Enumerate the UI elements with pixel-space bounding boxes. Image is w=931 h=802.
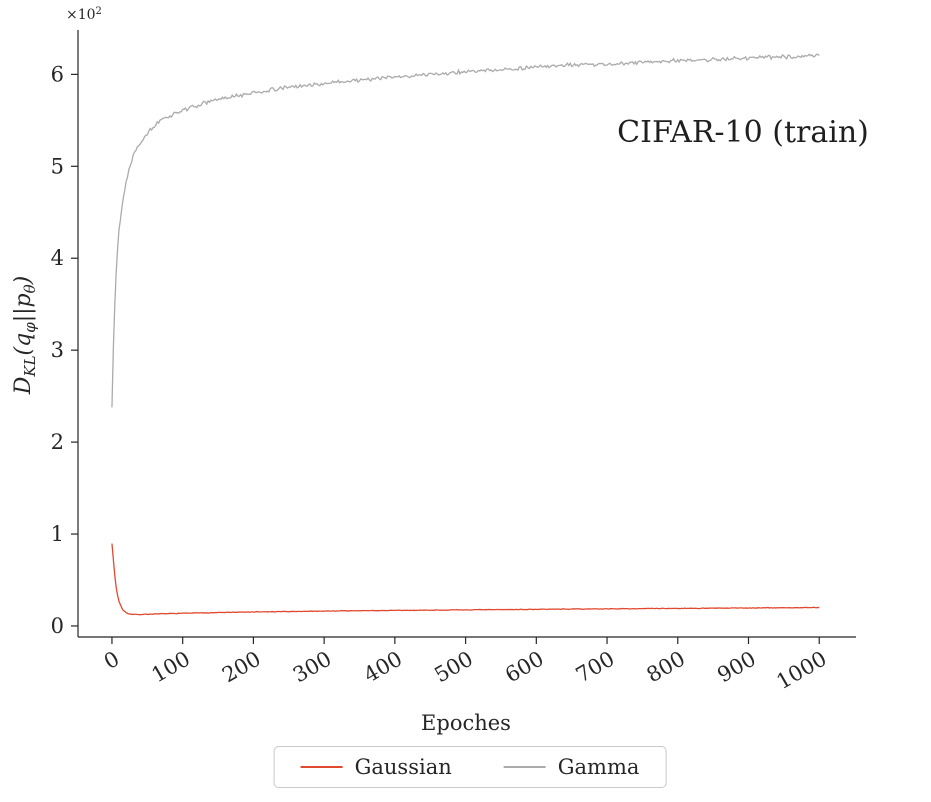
y-axis-offset-base: ×10 (66, 7, 96, 23)
x-tick-label: 100 (147, 647, 194, 688)
x-tick-label: 300 (289, 647, 336, 688)
legend-item-gamma: Gamma (503, 755, 640, 779)
ylabel-D: D (11, 376, 36, 395)
y-tick-label: 4 (51, 246, 64, 270)
x-tick-label: 400 (360, 647, 407, 688)
x-tick-label: 500 (430, 647, 477, 688)
y-tick-label: 1 (51, 522, 64, 546)
ylabel-bars-p: ||p (11, 293, 36, 322)
y-tick-label: 5 (51, 154, 64, 178)
legend-item-gaussian: Gaussian (300, 755, 452, 779)
y-tick-label: 2 (51, 430, 64, 454)
legend-label-gaussian: Gaussian (354, 755, 452, 779)
y-tick-label: 3 (51, 338, 64, 362)
legend-line-gaussian (300, 766, 343, 768)
series-layer (111, 53, 820, 616)
legend: Gaussian Gamma (273, 746, 667, 788)
x-tick-label: 1000 (772, 647, 830, 695)
x-axis-label: Epoches (421, 711, 511, 735)
ylabel-phi-subscript: φ (21, 322, 39, 333)
x-tick-label: 600 (501, 647, 548, 688)
legend-line-gamma (503, 766, 546, 768)
y-tick-label: 0 (51, 614, 64, 638)
ylabel-close-paren: ) (11, 276, 36, 286)
x-tick-label: 700 (572, 647, 619, 688)
ylabel-KL-subscript: KL (21, 355, 39, 377)
y-axis-label: DKL(qφ||pθ) (11, 276, 39, 396)
ylabel-theta-subscript: θ (21, 284, 39, 293)
x-tick-label: 200 (218, 647, 265, 688)
series-line-gamma (111, 53, 820, 408)
x-tick-label: 900 (713, 647, 760, 688)
legend-label-gamma: Gamma (557, 755, 640, 779)
series-line-gaussian (111, 543, 820, 616)
x-tick-label: 0 (100, 647, 124, 674)
y-axis-offset-exponent: 2 (96, 6, 102, 17)
y-tick-label: 6 (51, 62, 64, 86)
plot-title: CIFAR-10 (train) (617, 115, 869, 150)
y-axis-offset-text: ×102 (66, 6, 102, 23)
ylabel-open-q: (q (11, 333, 36, 356)
x-tick-label: 800 (643, 647, 690, 688)
